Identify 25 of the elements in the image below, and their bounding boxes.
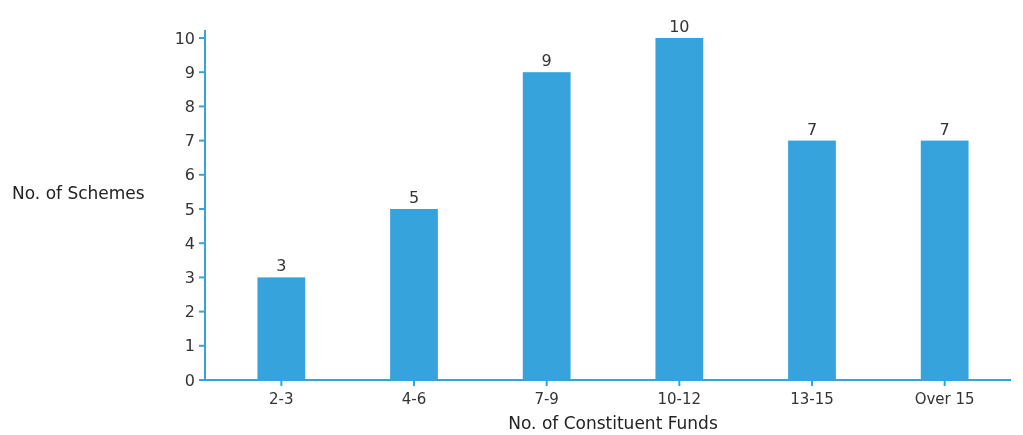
y-tick-label: 0: [184, 370, 195, 390]
y-tick-label: 5: [184, 199, 195, 219]
y-tick-label: 6: [184, 165, 195, 185]
data-label: 3: [276, 256, 287, 276]
y-tick-label: 2: [184, 302, 195, 322]
data-label: 7: [939, 119, 950, 139]
y-tick-label: 9: [184, 62, 195, 82]
x-tick-label: 10-12: [657, 390, 702, 408]
data-label: 9: [541, 51, 552, 71]
y-tick-label: 4: [184, 233, 195, 253]
y-tick-label: 10: [174, 28, 195, 48]
x-tick-label: 13-15: [790, 390, 834, 408]
y-tick-label: 8: [184, 97, 195, 116]
data-label: 7: [806, 119, 818, 139]
x-axis-title: No. of Constituent Funds: [508, 413, 718, 433]
x-tick-label: 2-3: [269, 390, 294, 408]
x-tick-label: 7-9: [534, 390, 559, 408]
y-tick-label: 1: [184, 336, 195, 356]
y-axis-title: No. of Schemes: [12, 183, 145, 203]
data-label: 5: [408, 188, 420, 207]
y-tick-label: 3: [184, 268, 195, 287]
y-tick-label: 7: [184, 131, 195, 151]
x-tick-label: 4-6: [401, 390, 427, 408]
x-tick-label: Over 15: [914, 390, 975, 408]
data-label: 10: [669, 17, 690, 36]
